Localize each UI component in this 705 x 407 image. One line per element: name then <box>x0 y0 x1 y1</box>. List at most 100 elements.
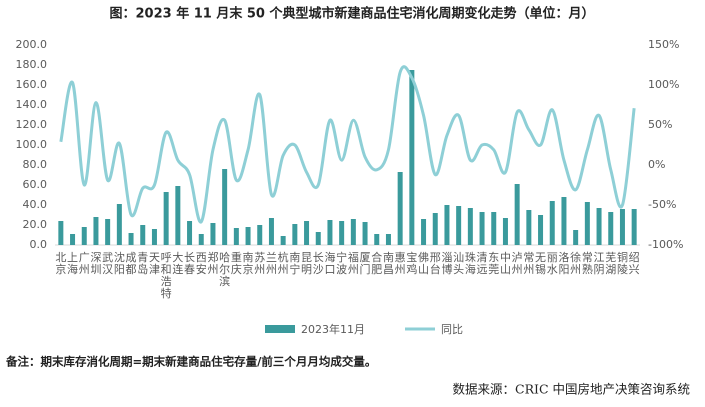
x-tick-label: 福州 <box>348 250 359 276</box>
bar <box>409 70 415 245</box>
bar <box>444 205 450 245</box>
x-tick-label: 苏州 <box>254 251 265 276</box>
y-tick-label: 100.0 <box>16 138 48 151</box>
x-tick-label: 长春 <box>184 251 195 276</box>
x-tick-label: 东莞 <box>488 251 499 276</box>
bar <box>198 234 204 245</box>
bar <box>561 197 567 245</box>
x-tick-label: 上海 <box>67 251 78 276</box>
x-tick-label: 芜湖 <box>605 250 616 276</box>
x-tick-label: 海口 <box>324 250 335 276</box>
bar <box>105 219 111 245</box>
bar <box>257 225 263 245</box>
x-tick-label: 铜陵 <box>617 250 628 276</box>
x-tick-label: 惠州 <box>395 250 406 276</box>
bar <box>538 215 544 245</box>
source: 数据来源：CRIC 中国房地产决策咨询系统 <box>453 382 690 397</box>
x-tick-label: 沈阳 <box>114 250 125 276</box>
note: 备注：期末库存消化周期=期末新建商品住宅存量/前三个月月均成交量。 <box>5 355 376 369</box>
y-tick-label: 140.0 <box>16 98 48 111</box>
bar <box>456 206 462 245</box>
bar <box>350 219 356 245</box>
bar <box>233 228 239 245</box>
y-tick-label: 80.0 <box>23 158 48 171</box>
bar <box>608 212 614 245</box>
x-tick-label: 江阴 <box>594 251 605 276</box>
x-tick-label: 汕头 <box>453 251 464 276</box>
bar <box>385 234 391 245</box>
bar <box>397 172 403 245</box>
x-tick-label: 西安 <box>196 251 207 276</box>
x-tick-label: 泸州 <box>512 251 523 276</box>
x-tick-label: 昆明 <box>301 251 312 276</box>
x-tick-label: 珠海 <box>465 250 476 276</box>
bar <box>151 229 157 245</box>
x-tick-label: 厦门 <box>360 251 371 276</box>
legend-label: 2023年11月 <box>301 322 365 336</box>
x-tick-label: 郑州 <box>207 250 218 276</box>
x-tick-label: 清远 <box>477 251 488 276</box>
line <box>59 65 636 224</box>
x-tick-label: 宝鸡 <box>406 250 417 276</box>
x-tick-label: 徐州 <box>570 250 581 276</box>
x-tick-label: 呼和浩特 <box>161 251 172 300</box>
x-tick-label: 南京 <box>243 251 254 276</box>
x-tick-label: 杭州 <box>278 250 289 276</box>
bar <box>421 219 427 245</box>
bar <box>374 234 380 245</box>
bar <box>292 224 298 245</box>
x-tick-label: 邢台 <box>430 251 441 276</box>
bar <box>128 233 134 245</box>
bar <box>467 208 473 245</box>
bar <box>245 227 251 245</box>
bar <box>584 202 590 245</box>
x-tick-label: 无锡 <box>535 251 546 276</box>
legend-swatch <box>265 325 295 333</box>
x-tick-label: 广州 <box>79 251 90 276</box>
x-tick-label: 洛阳 <box>558 250 569 276</box>
x-tick-label: 南昌 <box>383 251 394 276</box>
y2-tick-label: 0% <box>648 158 665 171</box>
bar <box>210 223 216 245</box>
bar <box>432 213 438 245</box>
x-tick-label: 哈尔滨 <box>219 251 230 288</box>
x-tick-label: 成都 <box>126 251 137 276</box>
bar <box>619 209 625 245</box>
y-tick-label: 180.0 <box>16 58 48 71</box>
x-tick-label: 合肥 <box>371 250 382 276</box>
bar <box>280 236 286 245</box>
x-tick-label: 淄博 <box>441 251 452 276</box>
y-tick-label: 160.0 <box>16 78 48 91</box>
x-tick-label: 北京 <box>55 251 66 276</box>
x-tick-label: 天津 <box>149 251 160 276</box>
bar <box>268 218 274 245</box>
y2-tick-label: 150% <box>648 38 679 51</box>
x-tick-label: 中山 <box>500 251 511 276</box>
x-tick-label: 佛山 <box>418 251 429 276</box>
x-tick-label: 南宁 <box>289 251 300 276</box>
bar <box>502 218 508 245</box>
bar <box>549 201 555 245</box>
x-tick-label: 长沙 <box>313 251 324 276</box>
y-tick-label: 120.0 <box>16 118 48 131</box>
bar <box>70 234 76 245</box>
bar <box>163 192 169 245</box>
bar <box>116 204 122 245</box>
bar <box>631 209 637 245</box>
y-tick-label: 0.0 <box>30 238 48 251</box>
bar <box>362 222 368 245</box>
bar <box>140 225 146 245</box>
x-tick-label: 青岛 <box>137 251 148 276</box>
legend-label: 同比 <box>441 323 463 336</box>
bar <box>58 221 64 245</box>
bar <box>573 230 579 245</box>
x-tick-label: 深圳 <box>90 251 101 276</box>
bar <box>327 220 333 245</box>
x-tick-label: 常州 <box>523 251 534 276</box>
bar <box>315 232 321 245</box>
y2-tick-label: -50% <box>648 198 676 211</box>
bar <box>491 212 497 245</box>
x-tick-label: 兰州 <box>266 251 277 276</box>
y-tick-label: 60.0 <box>23 178 48 191</box>
